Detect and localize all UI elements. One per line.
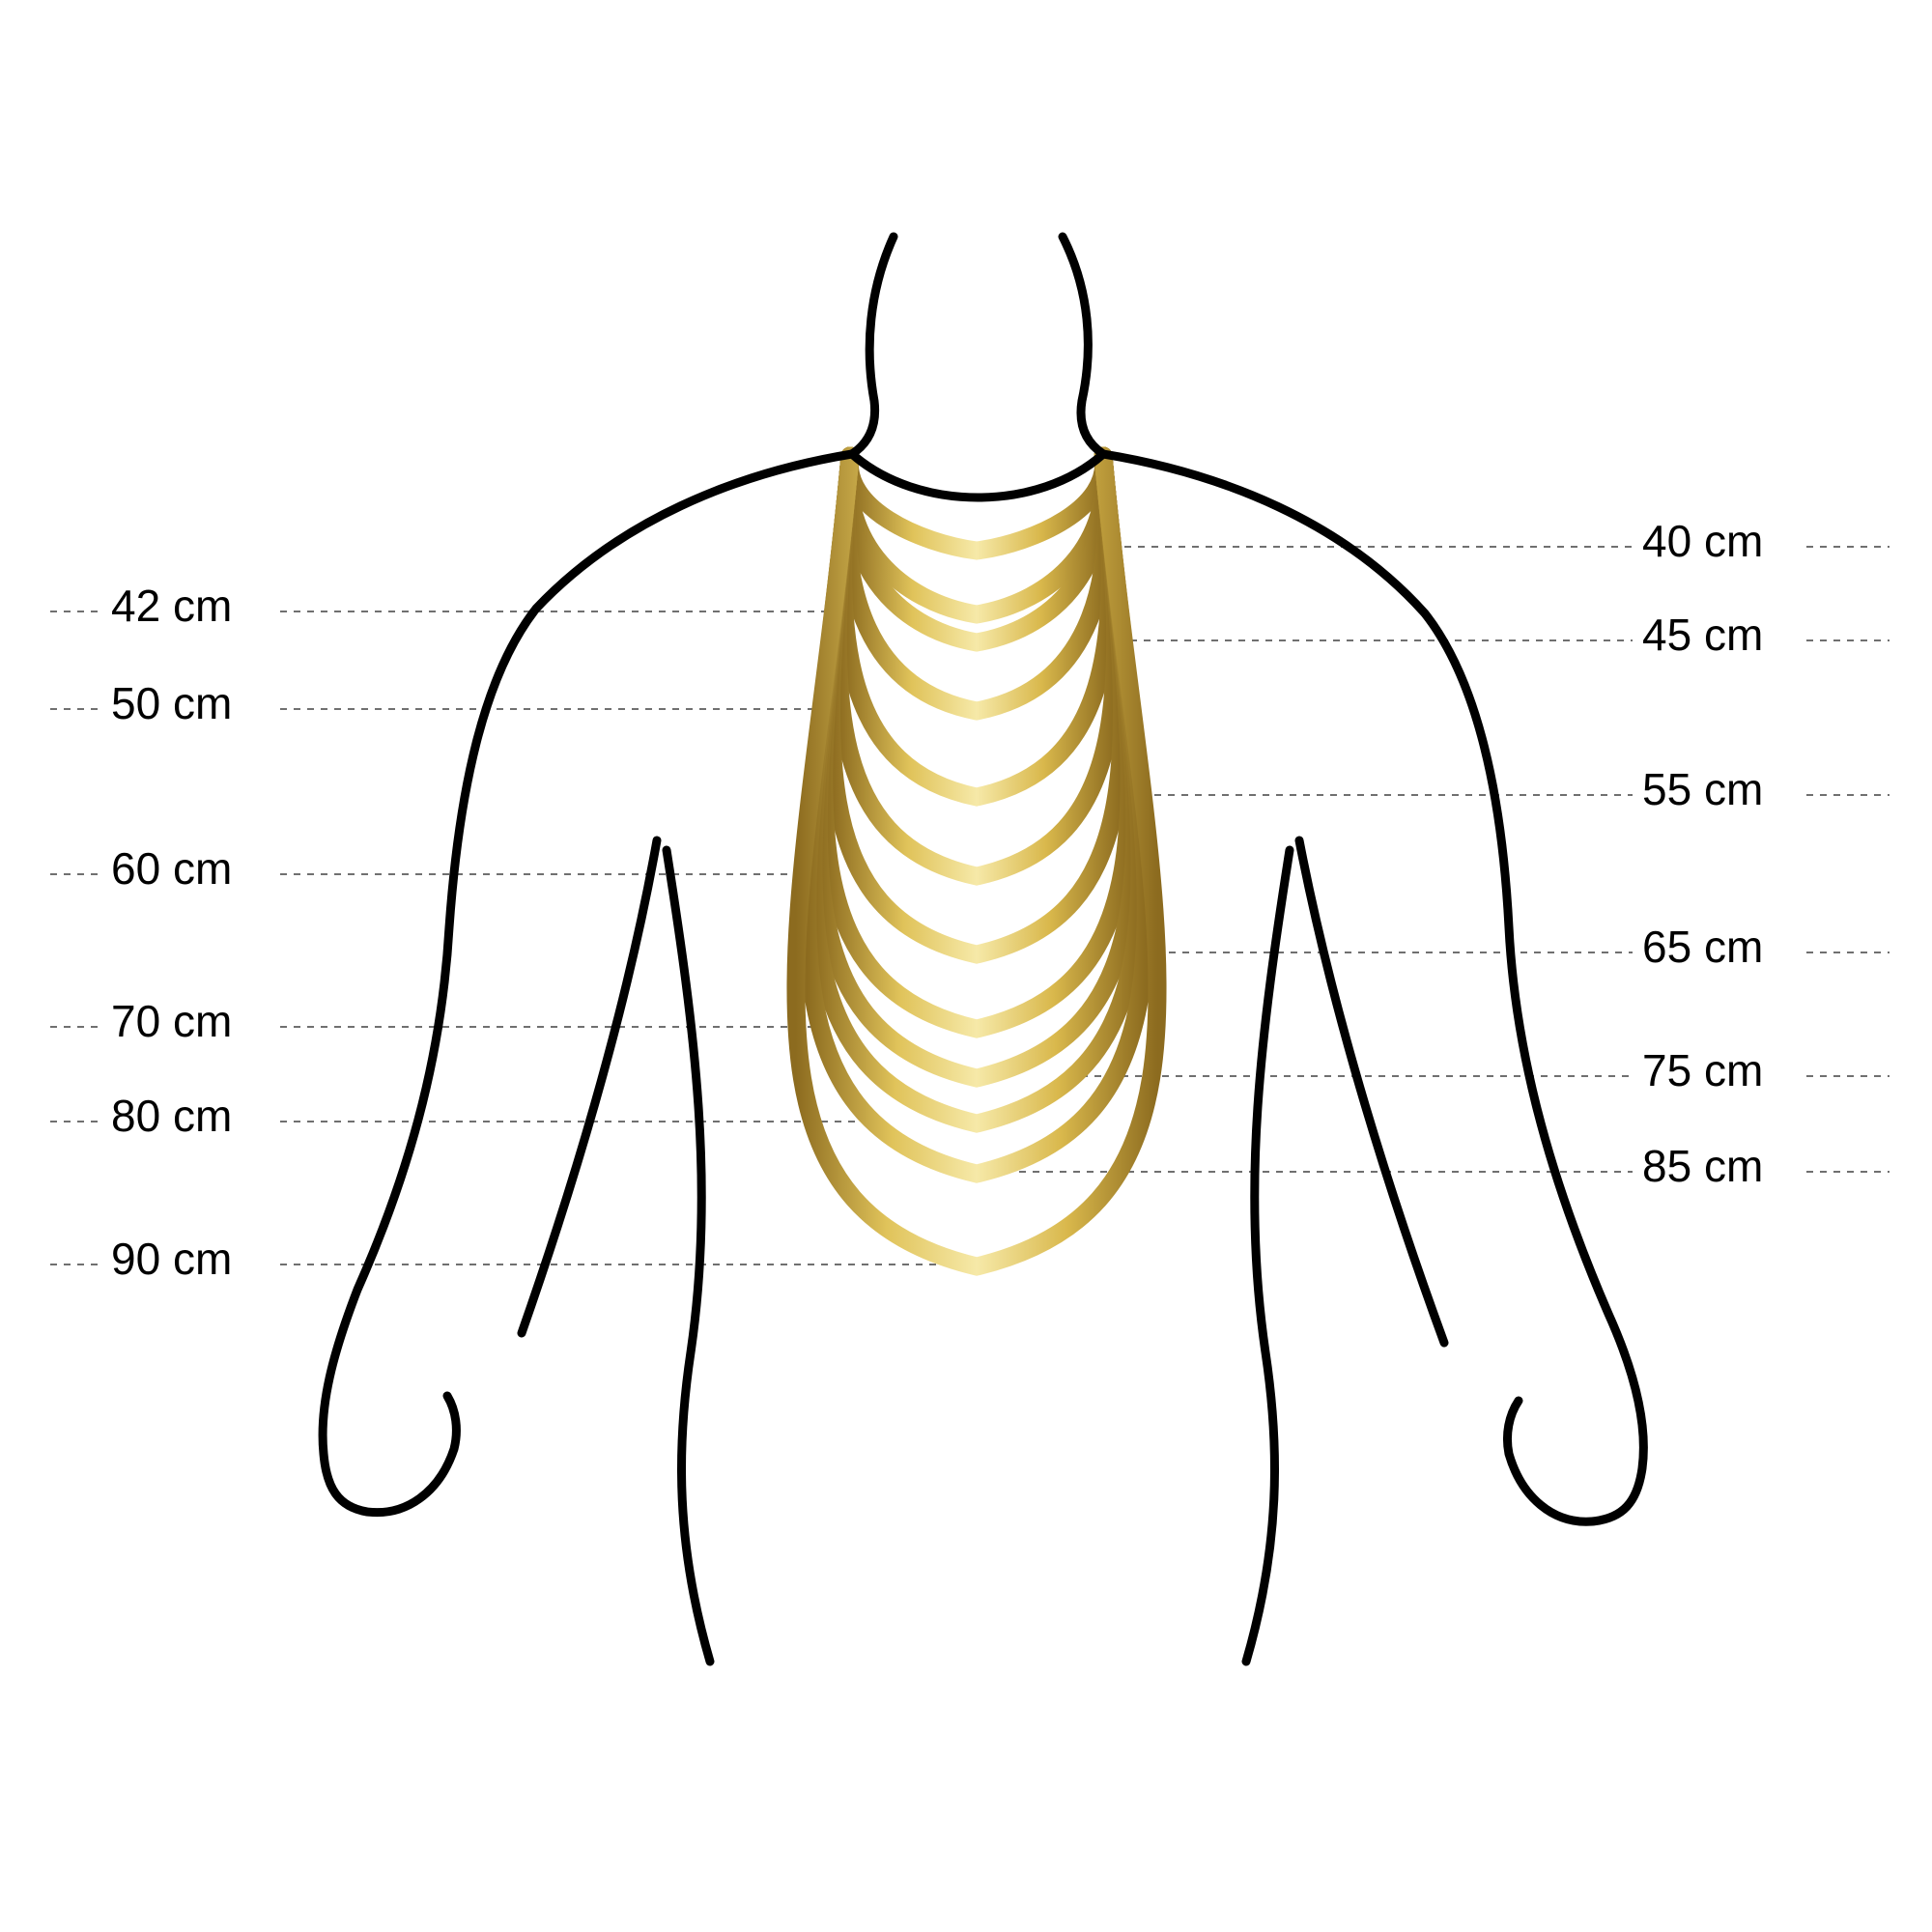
size-label-right: 65 cm [1642,921,1763,973]
silhouette-path [667,850,710,1662]
silhouette-path [852,237,894,454]
size-label-left: 42 cm [111,580,232,632]
silhouette-path [522,840,657,1333]
size-label-right: 55 cm [1642,763,1763,815]
size-label-right: 45 cm [1642,609,1763,661]
silhouette-path [1299,840,1444,1343]
silhouette-path [1063,237,1103,454]
silhouette-path [1246,850,1290,1662]
silhouette-path [1103,454,1643,1521]
size-label-left: 70 cm [111,995,232,1047]
silhouette-path [323,454,852,1513]
size-label-right: 85 cm [1642,1140,1763,1192]
silhouette-path [852,454,1103,497]
size-label-right: 40 cm [1642,515,1763,567]
size-label-left: 80 cm [111,1090,232,1142]
necklace-chain [849,456,1103,551]
size-label-left: 50 cm [111,677,232,729]
size-label-left: 90 cm [111,1233,232,1285]
size-label-right: 75 cm [1642,1044,1763,1096]
size-label-left: 60 cm [111,842,232,895]
